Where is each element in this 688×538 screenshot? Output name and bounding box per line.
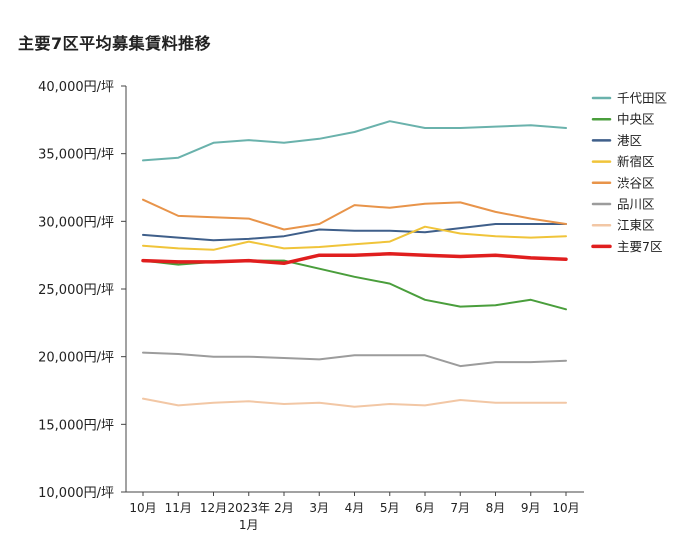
series-line-0 (142, 120, 567, 162)
y-tick-label: 20,000円/坪 (38, 351, 114, 366)
x-tick-label: 6月 (415, 501, 435, 515)
y-tick-label: 30,000円/坪 (38, 215, 114, 230)
axes: 40,000円/坪 35,000円/坪 30,000円/坪 25,000円/坪 20,0… (38, 80, 584, 532)
y-tick-label: 40,000円/坪 (38, 80, 114, 95)
series-line-5 (142, 351, 567, 368)
y-tick-label: 10,000円/坪 (38, 486, 114, 501)
y-tick-label: 35,000円/坪 (38, 148, 114, 163)
series-line-3 (142, 225, 567, 251)
series-line-7 (141, 252, 568, 266)
y-tick-label: 15,000円/坪 (38, 418, 114, 433)
x-tick-label: 8月 (486, 501, 506, 515)
legend-label: 品川区 (617, 197, 655, 212)
legend-label: 江東区 (617, 218, 655, 233)
x-tick-label: 10月 (552, 501, 579, 515)
legend-label: 中央区 (617, 112, 655, 127)
x-tick-label: 11月 (165, 501, 192, 515)
series-line-1 (142, 259, 567, 311)
series-line-6 (142, 397, 567, 408)
legend-label: 新宿区 (617, 154, 655, 169)
x-tick-label: 2月 (274, 501, 294, 515)
x-tick-label: 4月 (345, 501, 365, 515)
x-tick-label: 7月 (450, 501, 470, 515)
legend-label: 渋谷区 (617, 175, 655, 190)
legend-label: 千代田区 (617, 91, 667, 106)
chart-title: 主要7区平均募集賃料推移 (18, 34, 212, 53)
x-tick-label: 3月 (309, 501, 329, 515)
series-lines (141, 120, 568, 408)
series-line-2 (142, 223, 567, 242)
legend-label: 主要7区 (617, 239, 662, 254)
y-tick-label: 25,000円/坪 (38, 283, 114, 298)
legend-label: 港区 (617, 133, 642, 148)
x-tick-label: 2023年 1月 (227, 501, 270, 532)
x-tick-label: 9月 (521, 501, 541, 515)
x-tick-label: 12月 (200, 501, 227, 515)
x-tick-label: 5月 (380, 501, 400, 515)
x-tick-label: 10月 (129, 501, 156, 515)
series-line-4 (142, 198, 567, 231)
